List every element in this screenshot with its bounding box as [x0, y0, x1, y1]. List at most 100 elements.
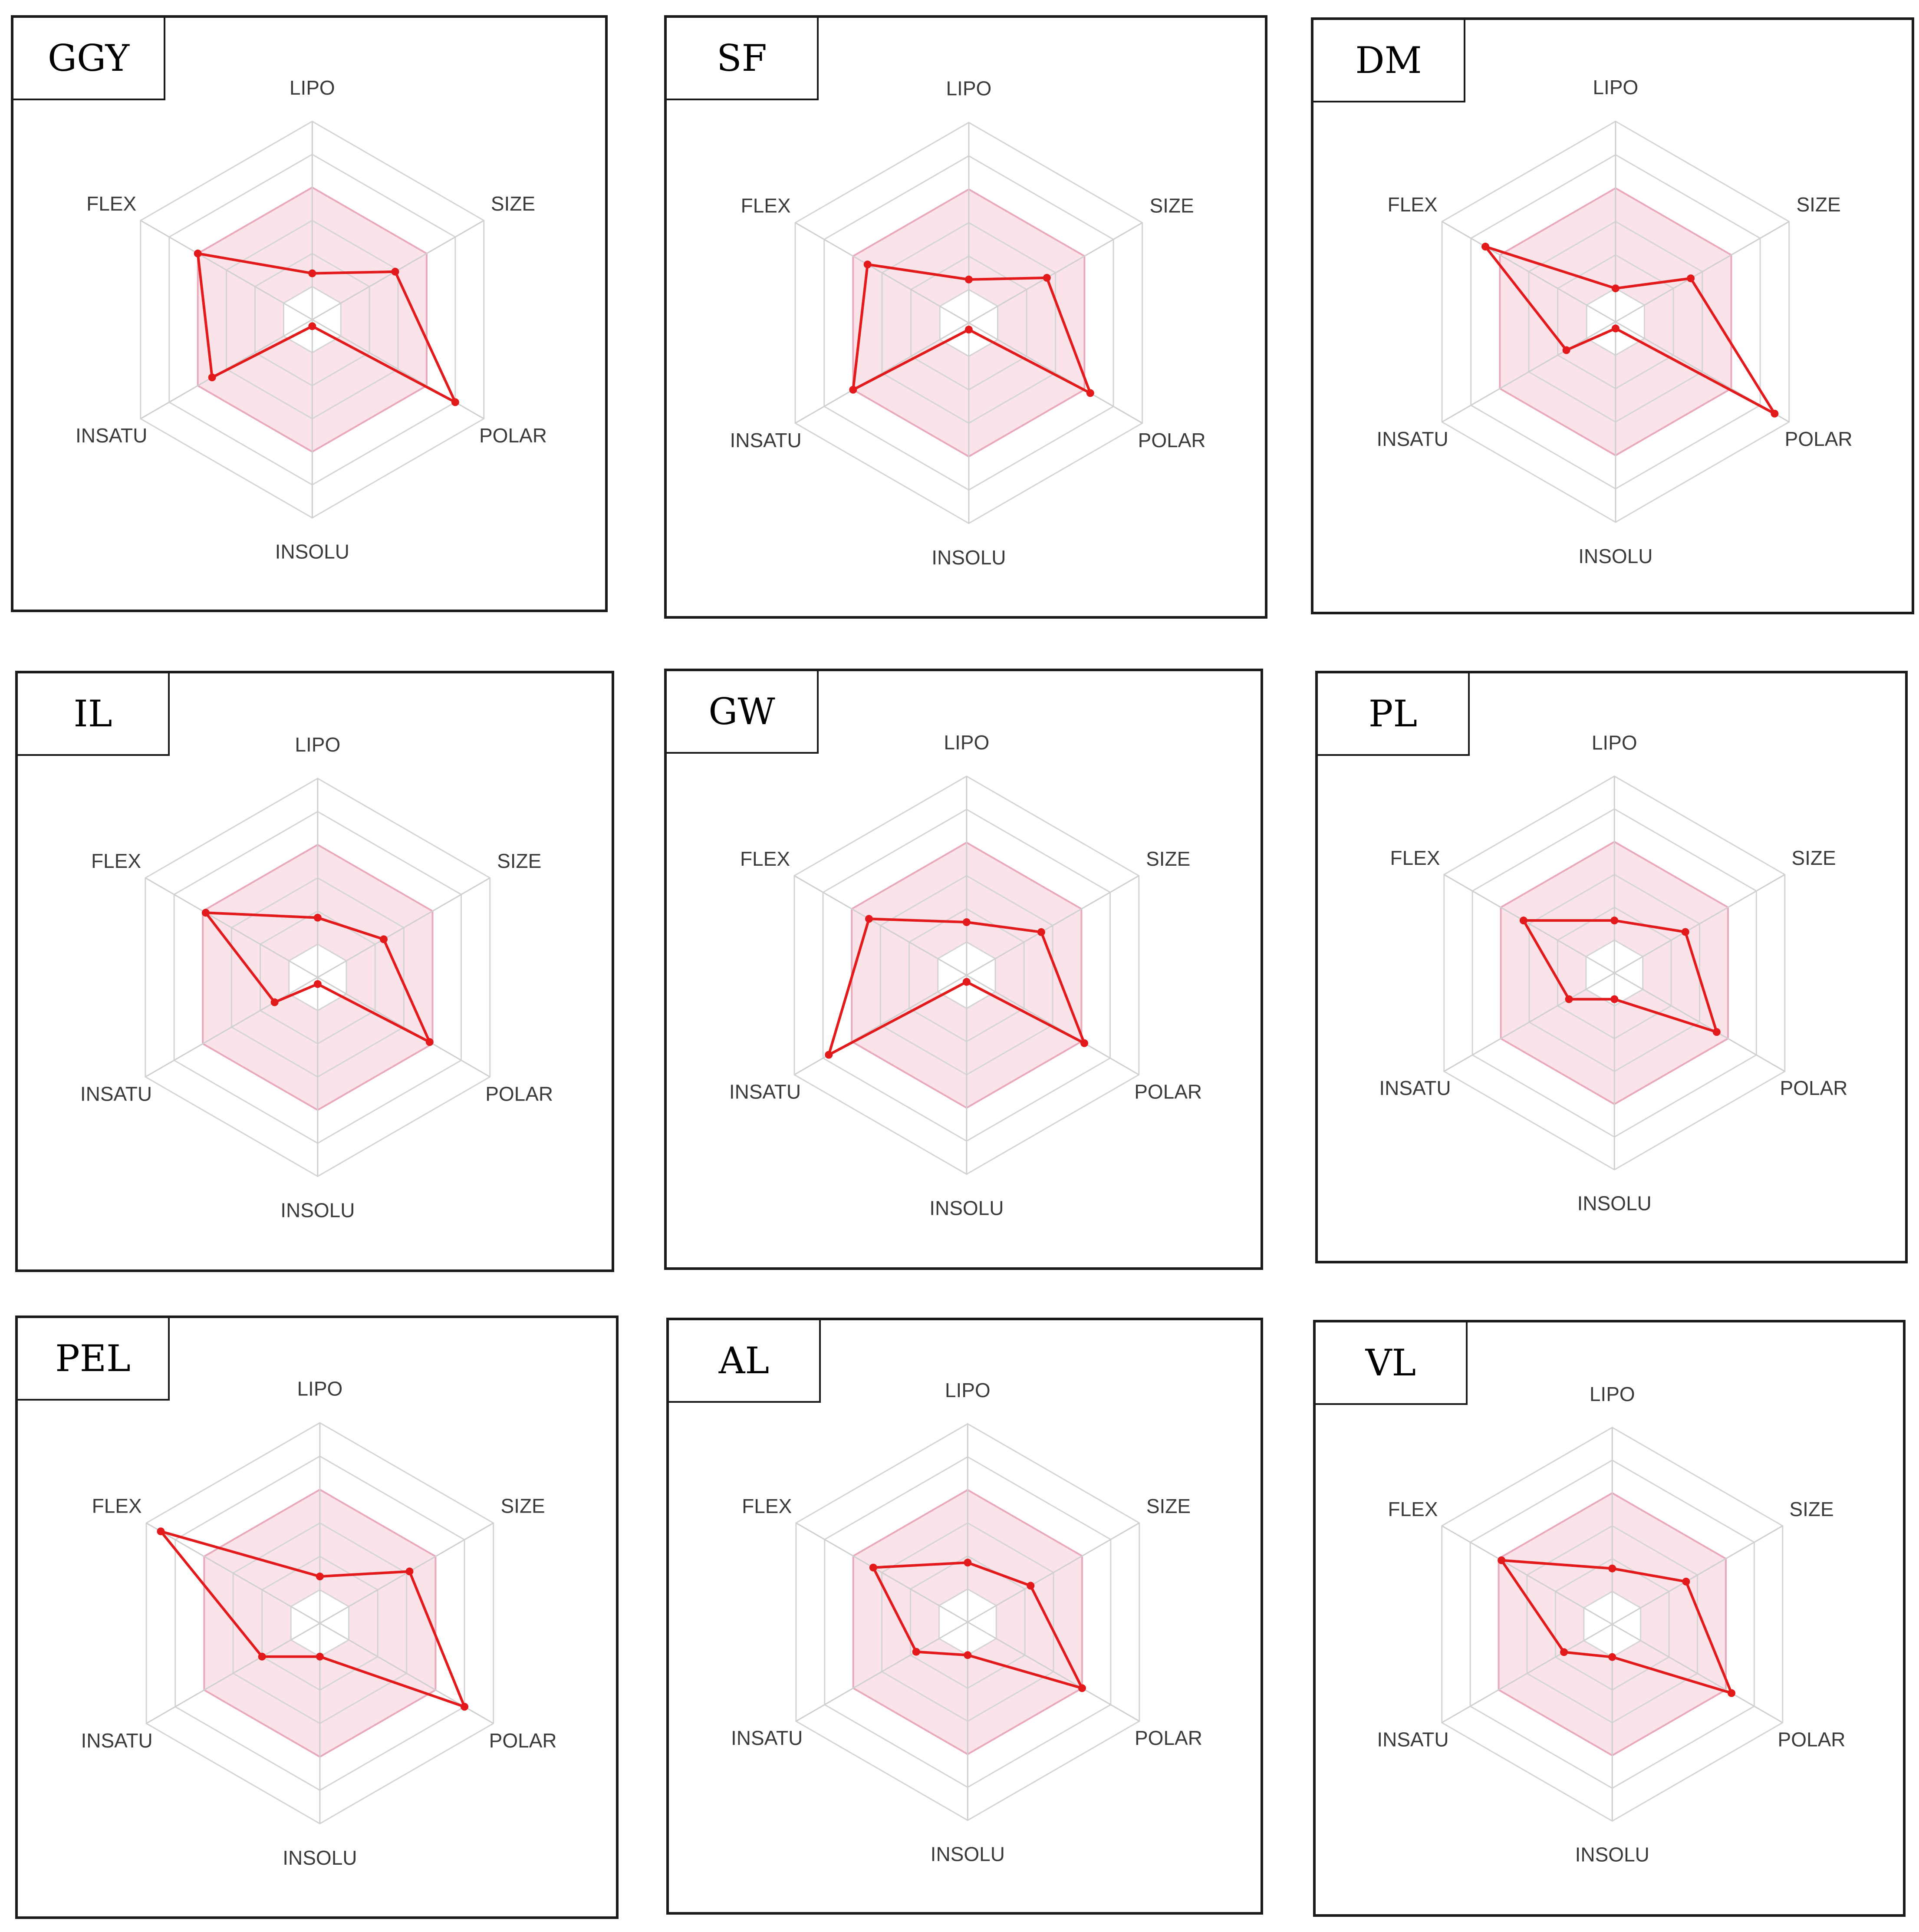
axis-label-insatu: INSATU: [81, 1729, 153, 1752]
axis-label-insolu: INSOLU: [283, 1846, 357, 1869]
radar-chart-svg: LIPO SIZE POLAR INSOLU INSATU FLEX: [81, 1378, 557, 1869]
data-point-size: [1027, 1582, 1035, 1590]
data-point-insolu: [316, 1652, 324, 1661]
axis-spoke-size: [1615, 221, 1790, 323]
panel-title: GW: [667, 671, 819, 754]
axis-spoke-flex: [140, 220, 313, 320]
axis-label-flex: FLEX: [1390, 847, 1440, 869]
axis-label-polar: POLAR: [1778, 1728, 1846, 1751]
axis-spoke-size: [966, 875, 1139, 976]
data-point-flex: [869, 1563, 877, 1572]
axis-spoke-polar: [317, 976, 490, 1078]
axis-label-polar: POLAR: [489, 1729, 557, 1752]
axis-label-lipo: LIPO: [944, 731, 989, 754]
radar-panel-al: LIPO SIZE POLAR INSOLU INSATU FLEX AL: [666, 1318, 1263, 1915]
data-point-flex: [1519, 917, 1527, 925]
data-point-lipo: [962, 918, 971, 926]
axis-spoke-flex: [794, 875, 967, 976]
panel-title: DM: [1313, 20, 1465, 102]
axis-spoke-insatu: [145, 976, 318, 1078]
axis-label-lipo: LIPO: [297, 1378, 342, 1400]
radar-chart-svg: LIPO SIZE POLAR INSOLU INSATU FLEX: [76, 76, 547, 563]
axis-label-lipo: LIPO: [1592, 732, 1637, 754]
axis-label-flex: FLEX: [1388, 193, 1438, 216]
axis-spoke-size: [317, 877, 490, 978]
radar-panel-pel: LIPO SIZE POLAR INSOLU INSATU FLEX PEL: [15, 1315, 619, 1919]
radar-panel-dm: LIPO SIZE POLAR INSOLU INSATU FLEX DM: [1311, 17, 1914, 614]
grid-ring: [1443, 775, 1786, 1171]
axis-label-insatu: INSATU: [1377, 1728, 1448, 1751]
axis-label-lipo: LIPO: [295, 733, 340, 756]
axis-spoke-flex: [1442, 221, 1616, 323]
axis-label-insolu: INSOLU: [1578, 545, 1652, 567]
axis-spoke-insatu: [1443, 972, 1615, 1072]
axis-spoke-size: [967, 1522, 1140, 1623]
axis-label-insolu: INSOLU: [931, 1843, 1005, 1865]
data-point-insatu: [270, 998, 279, 1006]
data-point-insolu: [1608, 1653, 1616, 1661]
radar-chart-svg: LIPO SIZE POLAR INSOLU INSATU FLEX: [1379, 732, 1848, 1215]
data-point-insatu: [825, 1051, 833, 1059]
axis-label-polar: POLAR: [1785, 428, 1853, 450]
axis-label-flex: FLEX: [742, 1495, 792, 1517]
panel-title: IL: [18, 673, 170, 756]
data-point-polar: [1771, 409, 1779, 418]
data-point-insatu: [208, 373, 216, 382]
axis-label-lipo: LIPO: [1590, 1383, 1635, 1405]
panel-title: VL: [1316, 1322, 1468, 1405]
data-point-insolu: [308, 322, 316, 330]
data-point-insolu: [313, 980, 322, 988]
panel-title: PEL: [18, 1318, 170, 1401]
radar-chart-svg: LIPO SIZE POLAR INSOLU INSATU FLEX: [729, 731, 1202, 1219]
data-point-size: [1037, 928, 1045, 936]
data-point-lipo: [316, 1573, 324, 1581]
data-point-polar: [1078, 1684, 1086, 1692]
axis-spoke-insatu: [794, 974, 967, 1075]
data-point-size: [1043, 274, 1051, 282]
data-point-insatu: [849, 386, 857, 394]
panel-title: GGY: [13, 18, 165, 100]
radar-chart-svg: LIPO SIZE POLAR INSOLU INSATU FLEX: [731, 1379, 1202, 1865]
data-point-size: [1681, 928, 1689, 936]
axis-spoke-polar: [967, 1621, 1140, 1722]
data-point-lipo: [1608, 1564, 1616, 1573]
axis-spoke-size: [1612, 1525, 1783, 1625]
data-point-size: [1687, 274, 1695, 283]
axis-label-polar: POLAR: [479, 424, 547, 447]
axis-label-lipo: LIPO: [945, 1379, 991, 1401]
data-point-size: [1682, 1577, 1690, 1586]
radar-panel-ggy: LIPO SIZE POLAR INSOLU INSATU FLEX GGY: [11, 15, 608, 612]
data-point-insolu: [964, 1651, 972, 1659]
data-point-polar: [461, 1703, 469, 1711]
axis-label-insatu: INSATU: [729, 1080, 801, 1103]
axis-label-insolu: INSOLU: [280, 1199, 355, 1221]
axis-label-polar: POLAR: [1780, 1077, 1848, 1099]
axis-spoke-size: [968, 222, 1143, 324]
panel-title: PL: [1318, 673, 1470, 756]
axis-label-size: SIZE: [501, 1495, 545, 1517]
radar-chart-svg: LIPO SIZE POLAR INSOLU INSATU FLEX: [80, 733, 553, 1221]
axis-label-insatu: INSATU: [730, 429, 802, 452]
axis-spoke-polar: [968, 322, 1143, 424]
data-point-lipo: [313, 913, 322, 922]
data-point-insatu: [912, 1648, 920, 1656]
axis-spoke-size: [1614, 874, 1785, 974]
data-point-size: [405, 1567, 414, 1576]
radar-chart-svg: LIPO SIZE POLAR INSOLU INSATU FLEX: [1377, 1383, 1846, 1866]
data-point-polar: [1080, 1039, 1089, 1047]
data-point-insatu: [1560, 1648, 1568, 1656]
panel-title: AL: [669, 1320, 821, 1403]
radar-panel-pl: LIPO SIZE POLAR INSOLU INSATU FLEX PL: [1315, 671, 1908, 1263]
data-point-insolu: [1610, 995, 1619, 1003]
axis-label-insatu: INSATU: [731, 1727, 803, 1749]
axis-label-flex: FLEX: [86, 192, 136, 215]
data-point-lipo: [964, 1559, 972, 1567]
data-point-polar: [1712, 1028, 1721, 1036]
axis-label-insatu: INSATU: [80, 1082, 152, 1105]
data-point-insatu: [258, 1652, 266, 1661]
axis-label-size: SIZE: [1797, 193, 1841, 216]
data-point-flex: [1498, 1556, 1506, 1564]
data-point-flex: [865, 915, 873, 923]
data-point-flex: [157, 1527, 165, 1536]
radar-panel-gw: LIPO SIZE POLAR INSOLU INSATU FLEX GW: [664, 669, 1263, 1270]
